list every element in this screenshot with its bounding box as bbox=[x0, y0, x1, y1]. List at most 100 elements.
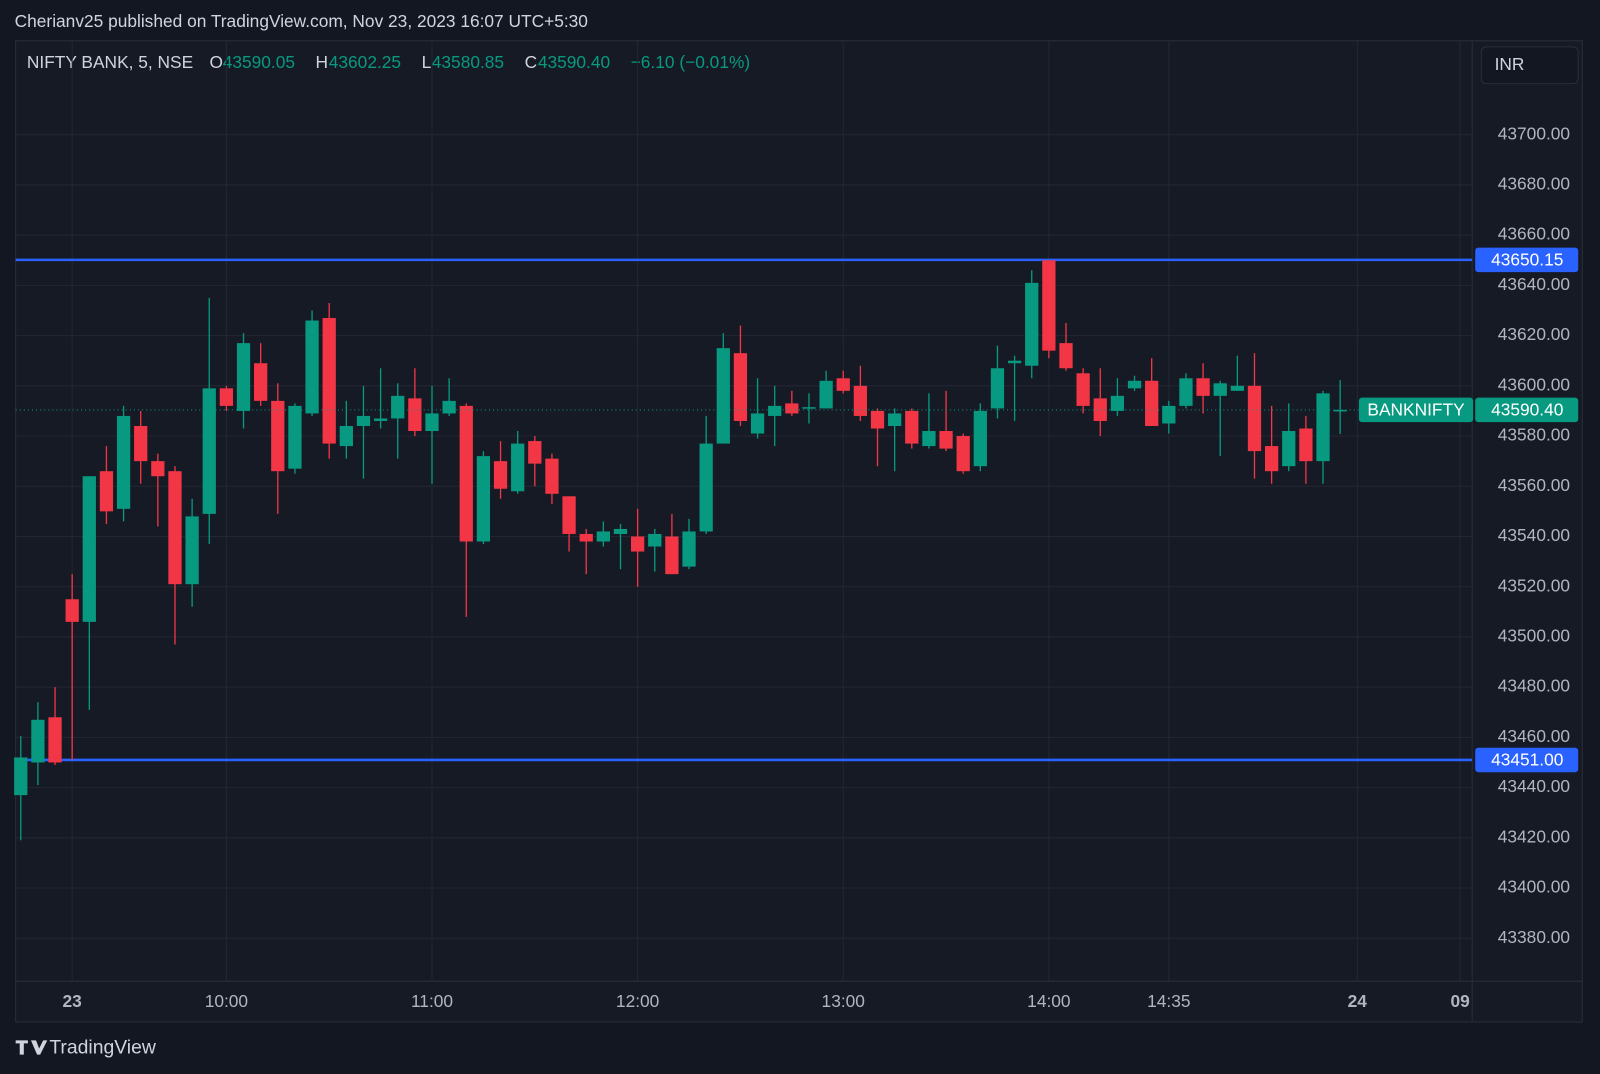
candle-body bbox=[459, 405, 473, 542]
candle-body bbox=[1299, 428, 1313, 462]
price-label: 43650.15 bbox=[1491, 249, 1563, 269]
x-tick-label: 14:00 bbox=[1027, 991, 1070, 1011]
candle-body bbox=[682, 531, 696, 567]
candle-body bbox=[716, 348, 730, 444]
logo: TradingView bbox=[15, 1037, 157, 1059]
candle-body bbox=[785, 403, 799, 414]
ohlc-label: C bbox=[525, 52, 538, 72]
candle-body bbox=[1316, 393, 1330, 462]
last-price-box bbox=[1475, 397, 1579, 423]
y-tick-label: 43400.00 bbox=[1498, 877, 1570, 897]
y-tick-label: 43580.00 bbox=[1498, 425, 1570, 445]
y-tick-label: 43600.00 bbox=[1498, 374, 1570, 394]
candle-body bbox=[65, 599, 79, 622]
candle-body bbox=[1179, 378, 1193, 406]
candle-body bbox=[613, 528, 628, 534]
x-tick-label: 13:00 bbox=[822, 991, 865, 1011]
logo-icon bbox=[15, 1040, 48, 1055]
candle-body bbox=[1333, 409, 1347, 412]
y-tick-label: 43640.00 bbox=[1498, 274, 1570, 294]
y-tick-label: 43500.00 bbox=[1498, 625, 1570, 645]
candle-body bbox=[973, 410, 987, 467]
candle-body bbox=[1007, 360, 1022, 364]
candle-body bbox=[802, 407, 816, 409]
candle-body bbox=[1282, 431, 1296, 467]
candle-body bbox=[99, 471, 114, 512]
price-label-box bbox=[1475, 247, 1579, 273]
candle-body bbox=[630, 536, 645, 552]
currency[interactable]: INR bbox=[1495, 54, 1525, 74]
candle-body bbox=[665, 536, 679, 575]
symbol: NIFTY BANK, 5, NSE bbox=[27, 52, 193, 72]
candle-body bbox=[442, 400, 456, 414]
candle-body bbox=[836, 378, 850, 391]
candle-body bbox=[1145, 380, 1159, 426]
candle-body bbox=[1247, 385, 1262, 452]
y-tick-label: 43560.00 bbox=[1498, 475, 1570, 495]
y-tick-label: 43420.00 bbox=[1498, 826, 1570, 846]
price-label: 43451.00 bbox=[1491, 750, 1563, 770]
y-tick-label: 43440.00 bbox=[1498, 776, 1570, 796]
candle-body bbox=[579, 533, 593, 542]
candle-body bbox=[511, 443, 525, 492]
ohlc-value: 43590.05 bbox=[223, 52, 295, 72]
logo-text: TradingView bbox=[49, 1037, 157, 1059]
candle-body bbox=[116, 415, 131, 509]
candle-body bbox=[202, 388, 216, 514]
y-tick-label: 43380.00 bbox=[1498, 927, 1570, 947]
candle-body bbox=[1162, 405, 1176, 424]
candles bbox=[14, 259, 1347, 841]
x-tick-label: 24 bbox=[1348, 991, 1368, 1011]
candle-body bbox=[271, 400, 285, 472]
y-tick-label: 43660.00 bbox=[1498, 224, 1570, 244]
candle-body bbox=[853, 385, 868, 416]
candle-body bbox=[14, 757, 28, 796]
ohlc-label: O bbox=[209, 52, 222, 72]
candle-body bbox=[1230, 385, 1244, 391]
x-tick-label: 09 bbox=[1450, 991, 1469, 1011]
candle-body bbox=[151, 461, 165, 477]
y-tick-label: 43700.00 bbox=[1498, 123, 1570, 143]
candle-body bbox=[819, 380, 833, 409]
y-tick-label: 43540.00 bbox=[1498, 525, 1570, 545]
symbol-label-box bbox=[1358, 397, 1474, 423]
candle-body bbox=[750, 413, 765, 434]
candle-body bbox=[1127, 380, 1142, 389]
candle-body bbox=[956, 436, 970, 472]
change: −6.10 (−0.01%) bbox=[631, 52, 750, 72]
ohlc-value: 43580.85 bbox=[432, 52, 504, 72]
candle-body bbox=[254, 363, 268, 401]
x-tick-label: 23 bbox=[63, 991, 83, 1011]
candle-body bbox=[905, 410, 919, 444]
candle-body bbox=[528, 441, 542, 464]
candle-body bbox=[1196, 378, 1210, 396]
candle-body bbox=[339, 425, 353, 447]
candle-body bbox=[1110, 395, 1125, 411]
ohlc-label: H bbox=[316, 52, 329, 72]
y-tick-label: 43480.00 bbox=[1498, 676, 1570, 696]
candle-body bbox=[185, 516, 199, 585]
ohlc-value: 43602.25 bbox=[329, 52, 401, 72]
candle-body bbox=[288, 405, 302, 469]
candle-body bbox=[373, 418, 388, 421]
candle-body bbox=[356, 415, 371, 426]
candle-body bbox=[31, 719, 45, 763]
y-tick-label: 43520.00 bbox=[1498, 575, 1570, 595]
x-tick-label: 12:00 bbox=[616, 991, 659, 1011]
candle-body bbox=[48, 717, 62, 763]
candle-body bbox=[322, 318, 336, 444]
y-tick-label: 43460.00 bbox=[1498, 726, 1570, 746]
candle-body bbox=[391, 395, 405, 419]
candle-body bbox=[1076, 373, 1090, 406]
candle-body bbox=[236, 343, 251, 411]
candle-body bbox=[596, 531, 610, 542]
x-tick-label: 11:00 bbox=[411, 991, 453, 1011]
candle-body bbox=[922, 431, 936, 447]
candle-body bbox=[939, 431, 953, 449]
candle-body bbox=[990, 368, 1005, 409]
currency-button[interactable] bbox=[1480, 46, 1579, 85]
x-tick-label: 10:00 bbox=[205, 991, 248, 1011]
candle-body bbox=[1093, 398, 1107, 421]
